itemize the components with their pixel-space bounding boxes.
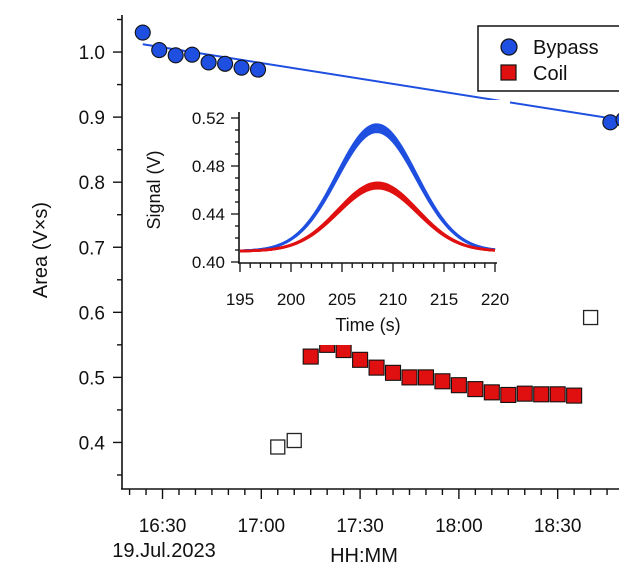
main-axes: 0.4 0.5 0.6 0.7 0.8 0.9 1.0 16:30 17:00 17:30 18:0… (79, 15, 619, 537)
bypass-point (233, 59, 250, 76)
bypass-point (151, 42, 168, 59)
bypass-point (615, 113, 619, 127)
legend-label-bypass: Bypass (533, 37, 599, 59)
legend-label-coil: Coil (533, 63, 567, 85)
coil-point (434, 373, 451, 390)
coil-point (401, 369, 418, 386)
bypass-point (200, 54, 217, 71)
bypass-point (602, 114, 619, 131)
bypass-point (134, 24, 151, 41)
main-x-tick-label-16-30: 16:30 (139, 516, 187, 537)
legend-marker-bypass (500, 38, 518, 56)
main-x-tick-label-18-00: 18:00 (435, 516, 483, 537)
inset-x-tick-label-195: 195 (226, 290, 254, 309)
main-y-tick-label-0-9: 0.9 (79, 108, 105, 129)
inset-x-tick-label-205: 205 (328, 290, 356, 309)
main-y-tick-label-0-8: 0.8 (79, 173, 105, 194)
main-x-tick-label-17-30: 17:30 (336, 516, 384, 537)
inset-x-tick-label-200: 200 (277, 290, 305, 309)
coil-point (302, 348, 319, 365)
main-y-tick-label-0-5: 0.5 (79, 368, 105, 389)
coil-point (417, 369, 435, 386)
coil-point (549, 386, 566, 403)
open-square-point (270, 439, 286, 455)
bypass-point (184, 46, 201, 63)
inset-x-tick-label-215: 215 (430, 290, 458, 309)
open-square-point (582, 309, 599, 326)
main-x-tick-label-18-30: 18:30 (534, 516, 582, 537)
main-x-tick-label-17-00: 17:00 (238, 516, 286, 537)
main-date-label: 19.Jul.2023 (112, 540, 215, 562)
main-y-tick-label-0-6: 0.6 (79, 303, 105, 324)
coil-point (384, 364, 402, 381)
inset-red-trace-3 (239, 181, 496, 253)
inset-plot-area (239, 123, 496, 253)
bypass-point (249, 61, 267, 78)
inset-y-tick-label-0-48: 0.48 (192, 157, 225, 176)
coil-point (352, 351, 369, 368)
bypass-point (167, 47, 184, 64)
main-y-axis-label: Area (V×s) (30, 202, 52, 298)
inset-x-axis-label: Time (s) (335, 315, 400, 335)
main-y-tick-label-0-7: 0.7 (79, 238, 105, 259)
main-y-tick-label-0-4: 0.4 (79, 433, 106, 454)
coil-point (467, 381, 484, 398)
inset-y-tick-label-0-52: 0.52 (192, 109, 225, 128)
legend: Bypass Coil (477, 25, 619, 92)
bypass-point (217, 55, 234, 72)
inset-y-tick-label-0-44: 0.44 (192, 205, 225, 224)
coil-point (450, 377, 467, 394)
inset-y-axis-label: Signal (V) (144, 150, 164, 229)
inset-x-tick-label-220: 220 (481, 290, 509, 309)
inset-x-tick-label-210: 210 (379, 290, 407, 309)
main-x-axis-label: HH:MM (330, 545, 398, 567)
legend-marker-coil (500, 64, 517, 81)
coil-point (368, 359, 385, 376)
coil-point (566, 387, 583, 404)
coil-point (500, 386, 517, 404)
open-square-point (286, 432, 302, 449)
main-plot-area (134, 24, 619, 455)
inset-y-tick-label-0-40: 0.40 (192, 253, 225, 272)
coil-point (516, 385, 533, 402)
inset-axes: 0.40 0.44 0.48 0.52 195 200 205 210 215 220 (192, 109, 509, 309)
coil-point (533, 386, 550, 403)
main-y-tick-label-1-0: 1.0 (79, 43, 105, 64)
inset-blue-trace-3 (239, 123, 496, 253)
coil-point (483, 384, 500, 401)
